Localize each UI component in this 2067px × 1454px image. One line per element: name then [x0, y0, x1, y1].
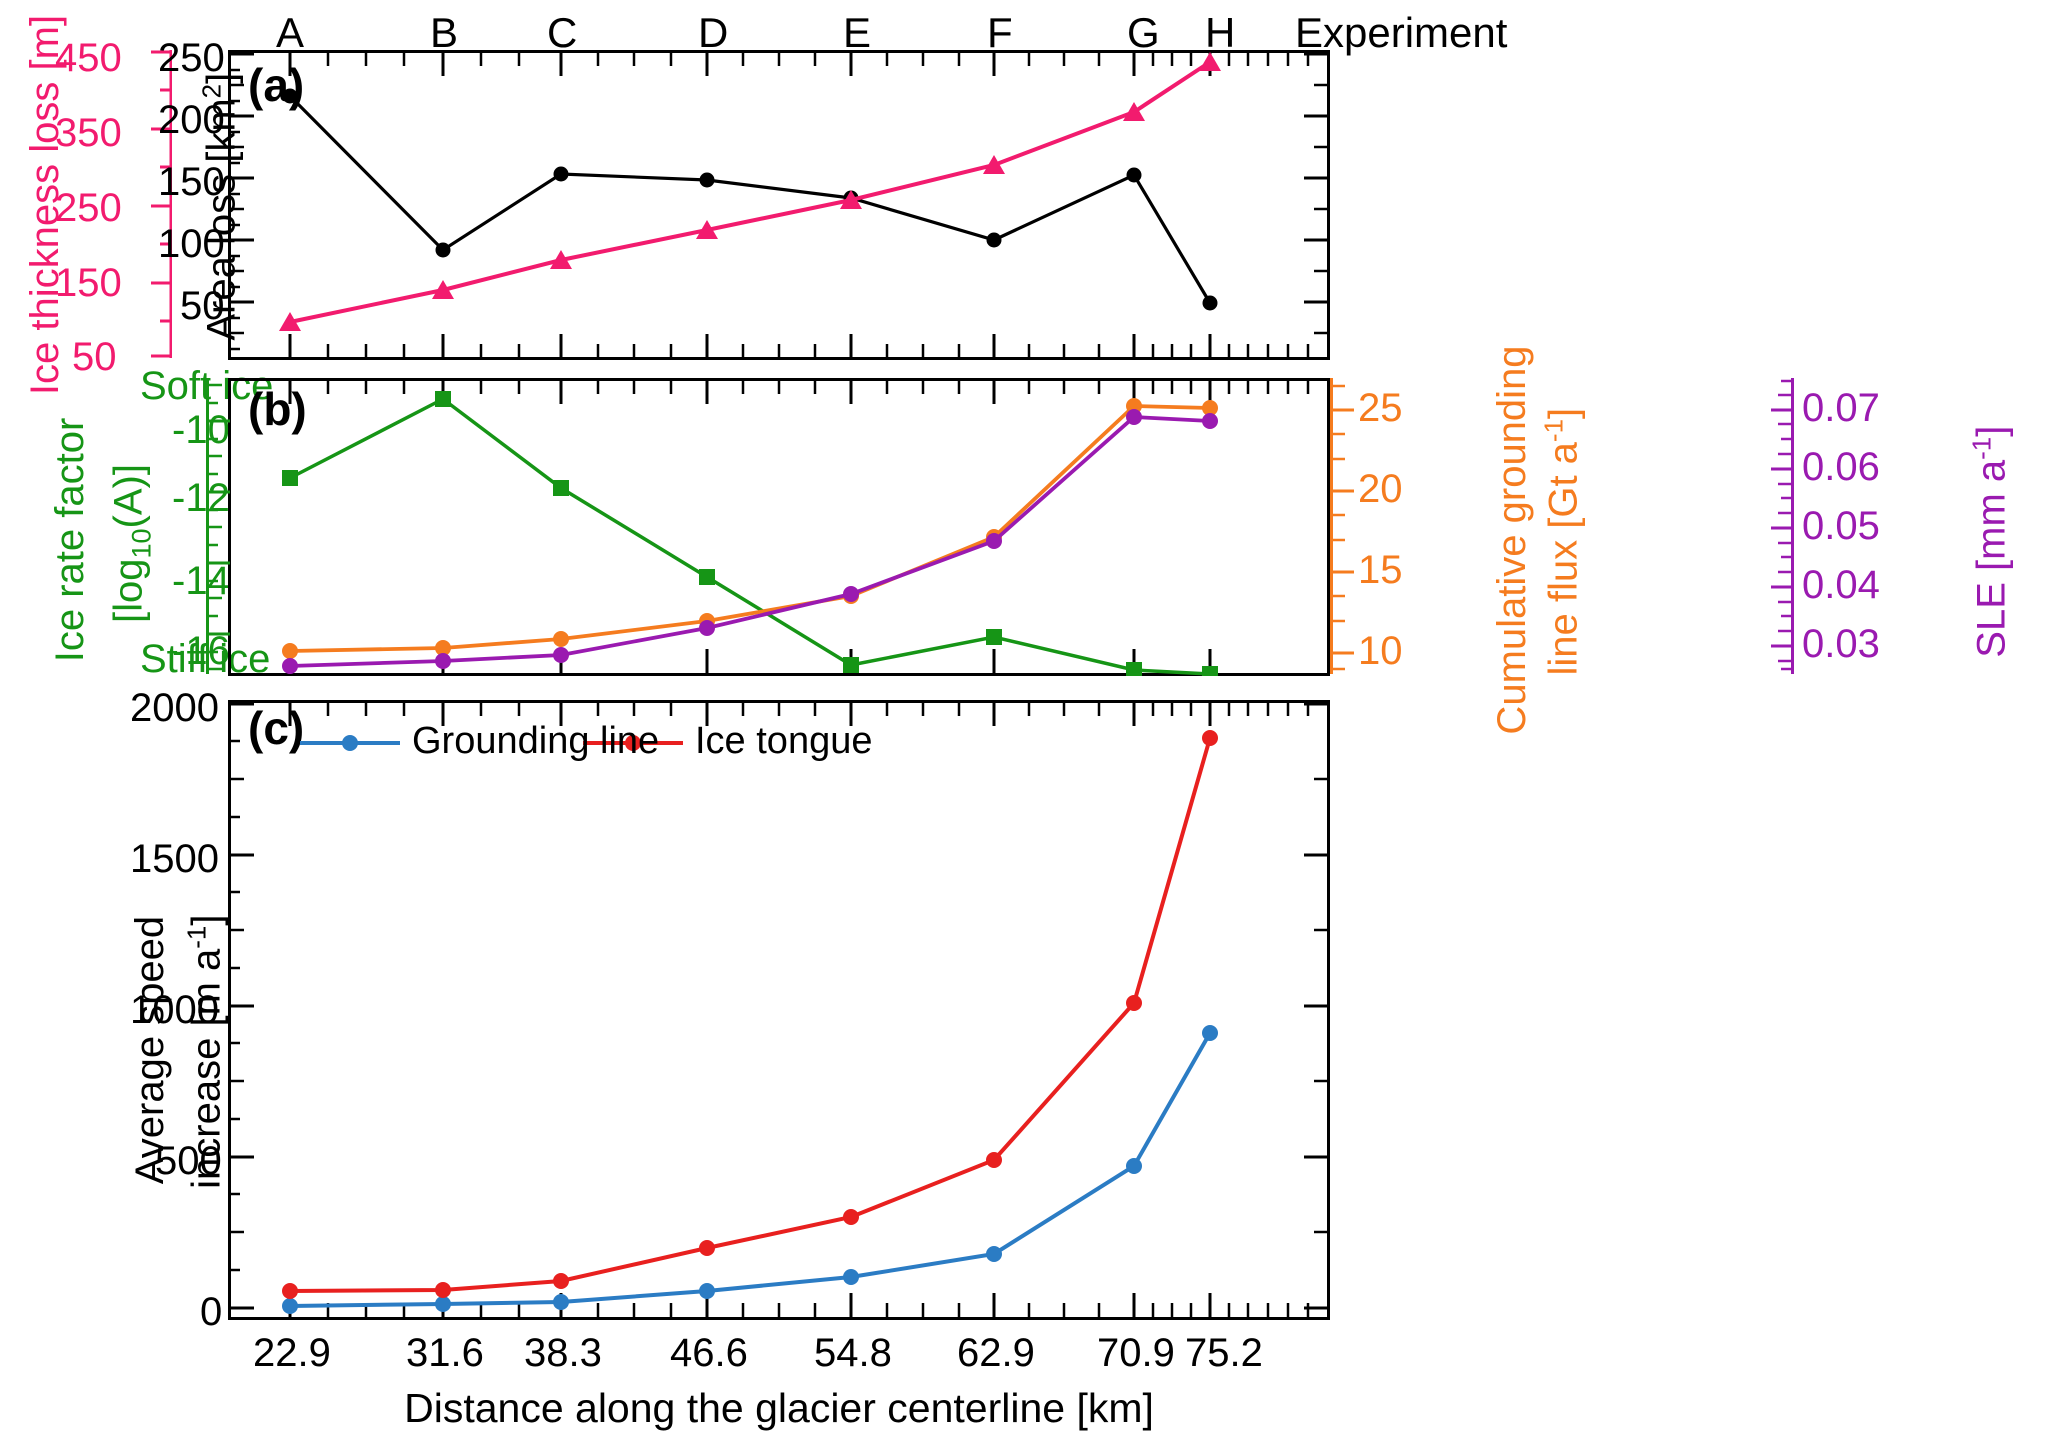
- panel-a-pink-tick-250: 250: [55, 186, 122, 230]
- xtick-label-4: 54.8: [814, 1331, 892, 1375]
- panel-b-orange-tick-20: 20: [1358, 467, 1403, 511]
- panel-c-legend-label-grounding-line: Grounding line: [412, 720, 660, 762]
- panel-a-bottom-ticks: [288, 334, 1212, 358]
- panel-c-series-ice-tongue: [289, 737, 1212, 1293]
- panel-a-pink-tick-50: 50: [72, 335, 117, 379]
- experiment-label-E: E: [843, 9, 872, 56]
- panel-b-green-axis-title-2b: (A)]: [106, 464, 151, 529]
- panel-b-orange-tick-15: 15: [1358, 548, 1403, 592]
- experiment-label-H: H: [1205, 9, 1236, 56]
- panel-a-pink-axis: [151, 50, 172, 358]
- panel-c-series-ice-tongue-markers: [282, 730, 1218, 1299]
- panel-b-stiff-ice-label: Stiff ice: [140, 637, 271, 681]
- panel-b-green-tick--16: -16: [172, 629, 230, 673]
- panel-b-purple-axis-title-sup: -1: [1966, 436, 1997, 460]
- panel-a-top-ticks: [288, 52, 1212, 76]
- xtick-label-5: 62.9: [957, 1331, 1035, 1375]
- panel-b-orange-axis-title-2: line flux [Gt a-1]: [1538, 302, 1586, 782]
- xtick-label-1: 31.6: [406, 1331, 484, 1375]
- xtick-label-0: 22.9: [253, 1331, 331, 1375]
- panel-b-orange-axis-title-2b: ]: [1541, 407, 1586, 419]
- xtick-label-6: 70.9: [1097, 1331, 1175, 1375]
- panel-b-purple-tick-003: 0.03: [1802, 622, 1880, 666]
- panel-a-pink-tick-350: 350: [55, 111, 122, 155]
- panel-b-purple-tick-007: 0.07: [1802, 386, 1880, 430]
- panel-a-series-thickness-loss-markers: [279, 52, 1221, 331]
- panel-c-legend: [300, 735, 683, 751]
- panel-a-series-thickness-loss: [289, 60, 1212, 324]
- panel-c-axis-title-sup: -1: [181, 925, 212, 949]
- panel-b-orange-tick-25: 25: [1358, 386, 1403, 430]
- xtick-label-2: 38.3: [524, 1331, 602, 1375]
- panel-b-green-tick--12: -12: [172, 476, 230, 520]
- panel-a-pink-tick-450: 450: [55, 36, 122, 80]
- panel-a-pink-tick-150: 150: [55, 261, 122, 305]
- panel-b-green-tick--14: -14: [172, 559, 230, 603]
- panel-c-tag: (c): [248, 702, 305, 754]
- panel-c-legend-label-ice-tongue: Ice tongue: [695, 720, 873, 762]
- experiment-label-A: A: [276, 9, 305, 56]
- panel-a-tick-200: 200: [158, 98, 225, 142]
- experiment-label-G: G: [1127, 9, 1160, 56]
- panel-b-green-axis-title-2a: [log: [106, 558, 151, 624]
- panel-b-green-axis-title-1: Ice rate factor: [48, 417, 92, 663]
- experiment-label-C: C: [547, 9, 578, 56]
- panel-a-series-area-loss-markers: [282, 88, 1218, 311]
- experiment-axis-title: Experiment: [1295, 9, 1508, 56]
- panel-c-series-grounding-line-markers: [282, 1025, 1218, 1314]
- panel-b-purple-tick-006: 0.06: [1802, 445, 1880, 489]
- panel-b-purple-axis-title-a: SLE [mm a: [1969, 459, 2014, 658]
- panel-b-green-axis-title-sub: 10: [126, 528, 157, 559]
- panel-c-axis-title-2b: ]: [184, 914, 229, 926]
- experiment-label-B: B: [430, 9, 459, 56]
- panel-b-purple-axis-title-b: ]: [1969, 425, 2014, 437]
- panel-b-purple-axis-title: SLE [mm a-1]: [1966, 332, 2014, 752]
- panel-b-purple-tick-004: 0.04: [1802, 563, 1880, 607]
- panel-b-green-axis: [206, 378, 230, 674]
- panel-c-axis-title-2: increase [m a-1]: [181, 842, 229, 1262]
- panel-b-orange-tick-10: 10: [1358, 629, 1403, 673]
- panel-c-tick-2000: 2000: [130, 686, 219, 730]
- panel-a-tick-50: 50: [180, 284, 225, 328]
- panel-a-axis-title-sup: 2: [196, 83, 227, 99]
- panel-a-plot: [228, 50, 1330, 360]
- panel-b-orange-axis-title-2a: line flux [Gt a: [1541, 442, 1586, 676]
- xtick-label-7: 75.2: [1185, 1331, 1263, 1375]
- panel-b-purple-axis: [1771, 378, 1794, 674]
- panel-b-plot: [228, 378, 1330, 676]
- xaxis-title: Distance along the glacier centerline [k…: [404, 1385, 1154, 1431]
- panel-c-tick-1500: 1500: [130, 837, 219, 881]
- panel-a-tick-100: 100: [158, 222, 225, 266]
- panel-a-tick-250: 250: [158, 36, 225, 80]
- panel-a-top-minor-ticks: [326, 52, 1310, 66]
- panel-c-tick-0: 0: [200, 1290, 223, 1334]
- panel-c-axis-title-1: Average speed: [128, 915, 172, 1185]
- panel-c-tick-500: 500: [155, 1139, 222, 1183]
- panel-c-tick-1000: 1000: [130, 988, 219, 1032]
- panel-b-green-axis-title-2: [log10(A)]: [106, 394, 157, 694]
- panel-b-green-tick--10: -10: [172, 408, 230, 452]
- panel-c-series-grounding-line: [289, 1032, 1212, 1308]
- panel-c-plot: [228, 700, 1330, 1320]
- panel-b-purple-tick-005: 0.05: [1802, 504, 1880, 548]
- panel-a-series-area-loss: [288, 94, 1212, 304]
- panel-b-orange-axis-title-1: Cumulative grounding: [1490, 345, 1534, 735]
- xtick-label-3: 46.6: [670, 1331, 748, 1375]
- panel-b-orange-axis: [1330, 378, 1354, 674]
- experiment-label-D: D: [698, 9, 729, 56]
- panel-b-orange-axis-title-sup: -1: [1538, 418, 1569, 443]
- experiment-label-F: F: [987, 9, 1013, 56]
- panel-a-tick-150: 150: [158, 160, 225, 204]
- panel-a-left-ticks: [230, 52, 254, 304]
